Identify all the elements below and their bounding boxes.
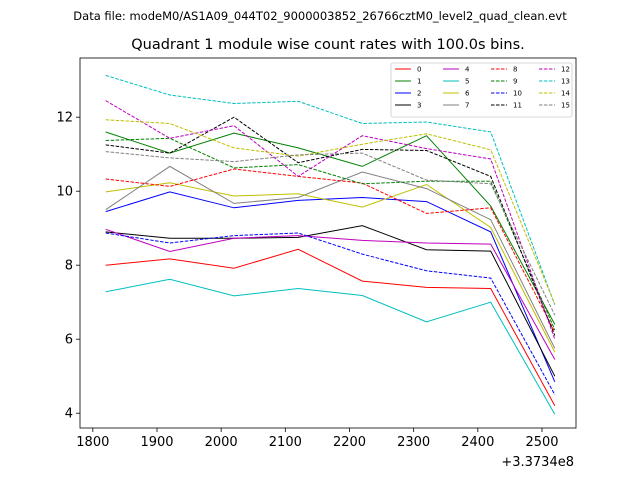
legend-label-13: 13 [561,78,570,86]
series-line-11 [105,116,556,336]
series-line-0 [105,248,556,407]
series-line-15 [105,151,556,316]
legend-label-9: 9 [513,78,517,86]
legend-label-15: 15 [561,102,570,110]
x-tick-label-2200: 2200 [333,435,366,450]
y-tick-label-8: 8 [65,259,73,274]
series-line-4 [105,228,556,360]
legend-label-1: 1 [417,78,421,86]
legend-label-2: 2 [417,90,421,98]
legend-label-8: 8 [513,66,517,74]
legend-label-14: 14 [561,90,570,98]
legend-label-4: 4 [465,66,470,74]
legend-label-5: 5 [465,78,469,86]
series-line-10 [105,232,556,395]
axes-layer: 1800 1900 2000 2100 2200 2300 2400 2500 4 6 8 10 12 [56,111,558,450]
x-offset-label: +3.3734e8 [501,455,574,470]
series-line-8 [105,168,556,333]
series-line-13 [105,74,556,305]
series-line-12 [105,100,556,340]
series-layer [105,74,556,415]
legend-label-10: 10 [513,90,522,98]
legend-label-7: 7 [465,102,469,110]
y-tick-label-10: 10 [56,185,73,200]
x-tick-label-2500: 2500 [525,435,558,450]
legend-box [390,62,573,118]
series-line-6 [105,182,556,353]
chart-title: Quadrant 1 module wise count rates with … [131,37,525,53]
series-line-2 [105,191,556,382]
y-tick-label-12: 12 [56,111,73,126]
x-tick-label-2100: 2100 [269,435,302,450]
x-tick-label-1900: 1900 [140,435,173,450]
series-line-3 [105,225,556,377]
x-tick-label-2000: 2000 [205,435,238,450]
y-tick-label-6: 6 [65,333,73,348]
series-line-5 [105,278,556,415]
legend-label-6: 6 [465,90,470,98]
series-line-9 [105,137,556,331]
legend-label-3: 3 [417,102,421,110]
data-file-label: Data file: modeM0/AS1A09_044T02_90000038… [73,9,567,23]
legend-label-12: 12 [561,66,570,74]
x-tick-label-2400: 2400 [461,435,494,450]
series-line-14 [105,119,556,305]
y-tick-label-4: 4 [65,407,73,422]
series-line-1 [105,131,556,325]
x-tick-label-2300: 2300 [397,435,430,450]
series-line-7 [105,165,556,349]
legend-label-11: 11 [513,102,522,110]
legend-label-0: 0 [417,66,421,74]
plot-frame [79,57,577,429]
x-tick-label-1800: 1800 [76,435,109,450]
